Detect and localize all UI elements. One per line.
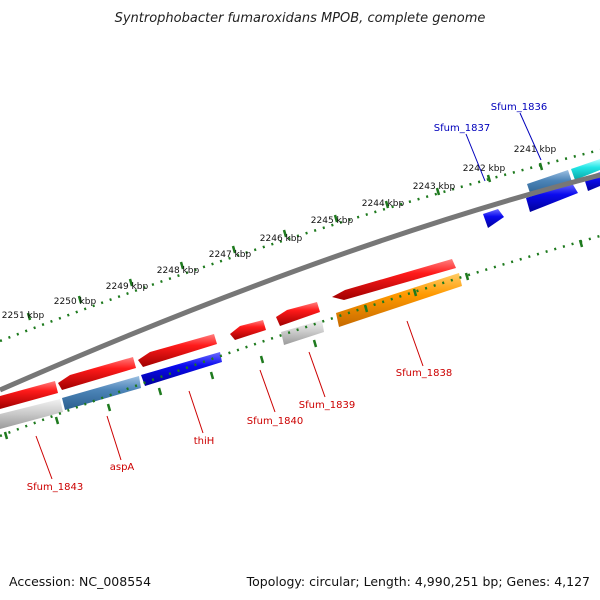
gene-label-thih[interactable]: thiH: [194, 436, 215, 447]
gene-feature[interactable]: [483, 209, 504, 228]
gene-feature[interactable]: [332, 259, 456, 300]
gene-feature[interactable]: [0, 399, 63, 429]
leader-line: [406, 320, 424, 367]
gene-feature[interactable]: [138, 334, 217, 367]
gene-feature[interactable]: [336, 273, 462, 327]
gene-feature[interactable]: [0, 381, 58, 409]
outer-major-ticks: [26, 162, 544, 321]
scale-label: 2244 kbp: [362, 199, 405, 209]
leader-line: [308, 351, 326, 398]
outer-scale-ring: [0, 148, 600, 343]
scale-label: 2243 kbp: [413, 182, 456, 192]
gene-feature[interactable]: [281, 320, 324, 345]
gene-feature[interactable]: [58, 357, 136, 390]
gene-feature[interactable]: [276, 302, 320, 326]
leader-line: [35, 435, 53, 480]
gene-label-sfum-1838[interactable]: Sfum_1838: [396, 368, 452, 379]
gene-feature[interactable]: [526, 183, 578, 212]
scale-label: 2246 kbp: [260, 234, 303, 244]
scale-label: 2247 kbp: [209, 250, 252, 260]
gene-label-sfum-1836[interactable]: Sfum_1836: [491, 102, 547, 113]
scale-label: 2249 kbp: [106, 282, 149, 292]
inner-major-ticks: [3, 239, 584, 440]
leader-line: [465, 133, 486, 182]
gene-label-aspa[interactable]: aspA: [110, 462, 135, 473]
gene-label-sfum-1839[interactable]: Sfum_1839: [299, 400, 355, 411]
scale-label: 2242 kbp: [463, 164, 506, 174]
gene-label-sfum-1840[interactable]: Sfum_1840: [247, 416, 303, 427]
gene-feature[interactable]: [571, 159, 600, 180]
gene-label-sfum-1837[interactable]: Sfum_1837: [434, 123, 490, 134]
reverse-strand-genes: [0, 259, 462, 429]
scale-label: 2250 kbp: [54, 297, 97, 307]
leader-line: [106, 415, 122, 461]
scale-label: 2245 kbp: [311, 216, 354, 226]
scale-labels: 2241 kbp 2242 kbp 2243 kbp 2244 kbp 2245…: [2, 145, 557, 321]
gene-label-sfum-1843[interactable]: Sfum_1843: [27, 482, 83, 493]
outer-tick-dots: [0, 148, 600, 343]
genome-backbone: [0, 172, 600, 393]
label-leader-lines: [35, 112, 542, 480]
scale-label: 2248 kbp: [157, 266, 200, 276]
gene-feature[interactable]: [230, 320, 266, 340]
scale-label: 2241 kbp: [514, 145, 557, 155]
inner-scale-ring: [0, 234, 600, 440]
leader-line: [259, 369, 276, 413]
scale-label: 2251 kbp: [2, 311, 45, 321]
gene-feature[interactable]: [62, 376, 141, 410]
genome-summary-text: Topology: circular; Length: 4,990,251 bp…: [246, 574, 590, 589]
map-title: Syntrophobacter fumaroxidans MPOB, compl…: [115, 11, 486, 26]
leader-line: [519, 112, 542, 161]
inner-tick-dots: [0, 234, 600, 438]
accession-text: Accession: NC_008554: [9, 574, 151, 589]
gene-labels: Sfum_1836 Sfum_1837 Sfum_1838 Sfum_1839 …: [27, 102, 547, 493]
leader-line: [188, 390, 204, 434]
